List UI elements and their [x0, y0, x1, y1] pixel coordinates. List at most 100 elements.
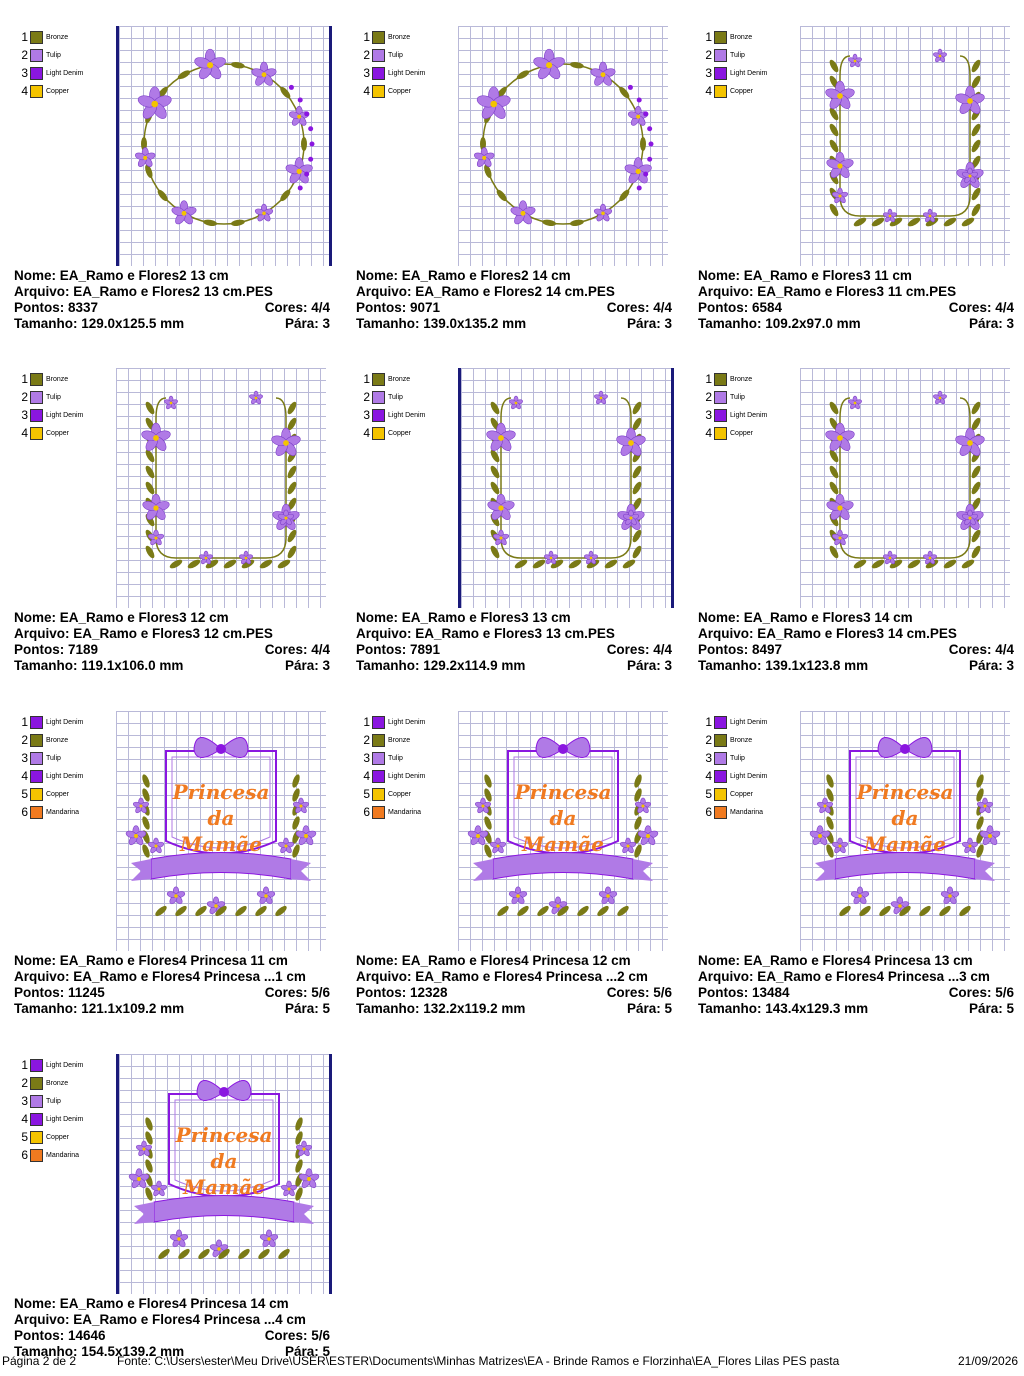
legend-item: 4 Light Denim	[702, 767, 794, 785]
legend-color-name: Light Denim	[730, 69, 768, 77]
motif-text-line: Princesa	[856, 780, 954, 804]
legend-color-name: Copper	[46, 1133, 69, 1141]
leaf	[919, 905, 931, 917]
design-name: Nome: EA_Ramo e Flores2 13 cm	[14, 268, 229, 284]
motif	[473, 48, 654, 226]
leaf	[971, 59, 981, 73]
color-swatch	[714, 733, 727, 747]
flower	[251, 61, 277, 86]
design-size-value: 132.2x119.2 mm	[423, 1001, 526, 1016]
flower	[619, 837, 637, 854]
flower	[259, 1229, 279, 1248]
design-size-label: Tamanho:	[14, 316, 78, 331]
leaf	[484, 774, 492, 788]
stop-count: Pára: 3	[627, 316, 672, 332]
color-swatch	[30, 787, 43, 801]
color-legend: 1 Light Denim 2 Bronze 3 Tulip 4 Light Denim 5 Co…	[18, 1056, 110, 1164]
leaf	[205, 559, 219, 569]
stop-count-label: Pára:	[626, 658, 661, 673]
leaf	[826, 788, 834, 802]
leaf	[826, 844, 834, 858]
leaf	[632, 401, 642, 415]
legend-number: 6	[21, 805, 28, 819]
flower	[254, 203, 274, 222]
flower	[135, 1140, 153, 1157]
flower	[923, 208, 937, 223]
page-number: Página 2 de 2	[2, 1354, 77, 1368]
leaf	[859, 905, 871, 917]
stitch-count: Pontos: 14646	[14, 1328, 106, 1344]
leaf	[490, 465, 500, 479]
flower	[598, 886, 618, 905]
legend-number: 2	[363, 390, 370, 404]
color-count-label: Cores:	[948, 300, 992, 315]
leaf	[976, 774, 984, 788]
color-count: Cores: 5/6	[949, 985, 1014, 1001]
leaf	[287, 417, 297, 431]
flower	[831, 529, 849, 546]
color-count-value: 5/6	[995, 985, 1014, 1000]
embroidery-preview-graphic	[134, 48, 315, 226]
legend-item: 4 Light Denim	[18, 767, 110, 785]
motif-text-line: Princesa	[514, 780, 612, 804]
legend-number: 4	[363, 84, 370, 98]
leaf	[879, 905, 891, 917]
design-size-label: Tamanho:	[356, 658, 420, 673]
stop-count-label: Pára:	[284, 658, 319, 673]
leaf	[971, 417, 981, 431]
design-size: Tamanho: 129.2x114.9 mm	[356, 658, 525, 674]
stop-count: Pára: 5	[285, 1344, 330, 1360]
flower	[147, 837, 165, 854]
flower	[509, 395, 523, 410]
color-count-value: 4/4	[653, 642, 672, 657]
design-card: 1 Light Denim 2 Bronze 3 Tulip 4 Light Denim 5 Co…	[356, 703, 676, 1033]
leaf	[617, 905, 629, 917]
leaf	[829, 465, 839, 479]
flower	[533, 48, 565, 80]
legend-number: 3	[705, 66, 712, 80]
color-count-value: 4/4	[653, 300, 672, 315]
motif-text-line: Princesa	[175, 1123, 273, 1147]
color-swatch	[30, 1112, 43, 1126]
legend-color-name: Bronze	[46, 736, 69, 744]
flower	[132, 797, 150, 814]
leaf	[145, 1159, 153, 1173]
legend-item: 3 Light Denim	[360, 64, 452, 82]
leaf	[853, 217, 867, 227]
design-file: Arquivo: EA_Ramo e Flores4 Princesa ...3…	[698, 969, 990, 985]
design-name: Nome: EA_Ramo e Flores3 11 cm	[698, 268, 912, 284]
leaf	[640, 137, 646, 151]
design-file-value: EA_Ramo e Flores2 13 cm.PES	[73, 284, 273, 299]
legend-item: 1 Bronze	[360, 28, 452, 46]
stitch-count-label: Pontos:	[14, 300, 65, 315]
color-count-value: 5/6	[311, 985, 330, 1000]
leaf	[292, 788, 300, 802]
flower	[955, 427, 985, 456]
design-file-value: EA_Ramo e Flores3 13 cm.PES	[415, 626, 615, 641]
leaf	[145, 1117, 153, 1131]
leaf	[145, 545, 155, 559]
leaf	[292, 816, 300, 830]
design-size: Tamanho: 129.0x125.5 mm	[14, 316, 184, 332]
flower	[548, 896, 568, 915]
design-file: Arquivo: EA_Ramo e Flores3 12 cm.PES	[14, 626, 273, 642]
leaf	[203, 219, 218, 226]
stop-count-label: Pára:	[284, 316, 319, 331]
leaf	[145, 449, 155, 463]
legend-item: 4 Copper	[360, 82, 452, 100]
color-swatch	[372, 408, 385, 422]
leaf	[971, 545, 981, 559]
legend-color-name: Tulip	[46, 754, 61, 762]
legend-number: 3	[21, 751, 28, 765]
leaf	[961, 559, 975, 569]
color-legend: 1 Bronze 2 Tulip 3 Light Denim 4 Copper	[702, 370, 794, 442]
flower	[961, 509, 979, 526]
stop-count: Pára: 3	[627, 658, 672, 674]
design-size-label: Tamanho:	[698, 658, 762, 673]
flower	[883, 208, 897, 223]
motif-text-line: da	[211, 1149, 238, 1173]
design-card: 1 Light Denim 2 Bronze 3 Tulip 4 Light Denim 5 Co…	[14, 703, 334, 1033]
legend-item: 2 Tulip	[702, 388, 794, 406]
stitch-count-value: 14646	[68, 1328, 106, 1343]
